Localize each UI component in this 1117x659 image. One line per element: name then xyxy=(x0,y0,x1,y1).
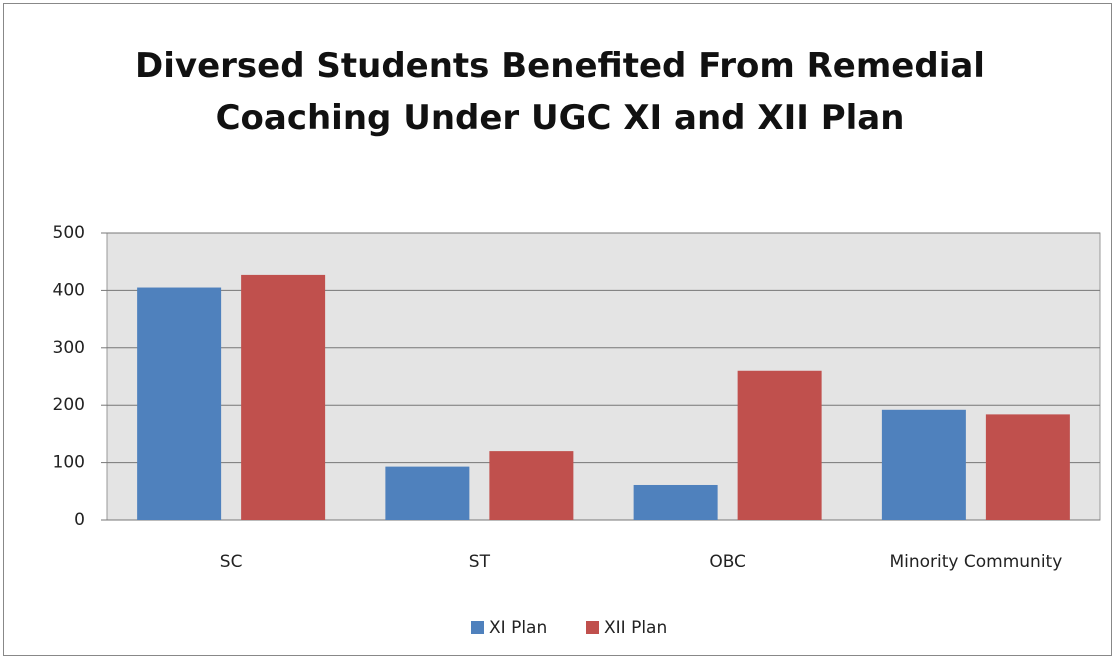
y-tick-label: 500 xyxy=(53,223,85,243)
y-tick-label: 300 xyxy=(53,338,85,358)
legend-label: XII Plan xyxy=(604,618,667,638)
x-tick-label: Minority Community xyxy=(889,552,1062,572)
y-tick-label: 200 xyxy=(53,395,85,415)
chart-frame xyxy=(3,3,1112,656)
bar xyxy=(985,414,1070,520)
bar xyxy=(385,466,470,520)
legend-label: XI Plan xyxy=(489,618,547,638)
bar xyxy=(137,287,222,520)
chart-title: Diversed Students Benefited From Remedia… xyxy=(135,46,985,138)
y-tick-label: 0 xyxy=(74,510,85,530)
legend-swatch xyxy=(471,621,484,634)
x-tick-label: SC xyxy=(220,552,243,572)
legend-swatch xyxy=(586,621,599,634)
bar xyxy=(737,370,822,520)
bar xyxy=(633,484,718,520)
y-tick-label: 400 xyxy=(53,280,85,300)
bar xyxy=(881,409,966,520)
x-tick-label: ST xyxy=(469,552,491,572)
bar xyxy=(241,274,326,520)
x-tick-label: OBC xyxy=(709,552,746,572)
y-tick-label: 100 xyxy=(53,453,85,473)
bar xyxy=(489,451,574,520)
